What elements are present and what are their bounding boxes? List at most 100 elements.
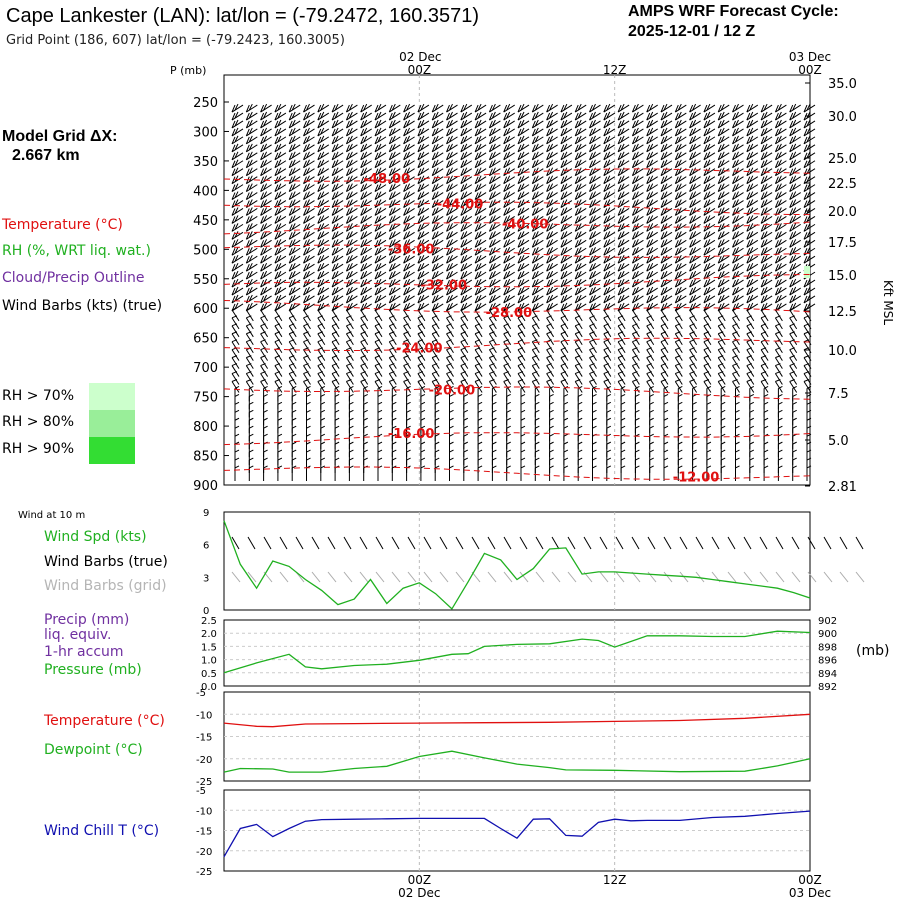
wind-barb bbox=[774, 223, 787, 232]
wind-barb bbox=[303, 103, 315, 113]
wind-barb bbox=[674, 247, 687, 256]
wind-barb bbox=[460, 254, 473, 264]
wind-barb bbox=[546, 247, 558, 256]
wind-barb bbox=[763, 425, 769, 442]
wind-barb bbox=[617, 262, 630, 272]
wind-barb bbox=[774, 347, 783, 361]
wind-barb bbox=[720, 409, 726, 426]
wind-barb bbox=[317, 247, 330, 256]
wind-barb bbox=[446, 191, 458, 200]
wind-barb bbox=[377, 457, 383, 474]
wind-barb bbox=[231, 270, 244, 280]
wind-barb bbox=[403, 111, 415, 121]
wind-barb bbox=[774, 127, 787, 137]
wind-barb bbox=[474, 135, 487, 145]
wind-barb bbox=[388, 347, 397, 361]
wind-barb bbox=[488, 270, 501, 280]
wind-barb bbox=[646, 270, 658, 280]
wind-barb bbox=[531, 127, 544, 137]
wind-barb bbox=[245, 183, 258, 193]
wind-barb bbox=[774, 119, 787, 129]
wind-barb bbox=[574, 270, 587, 280]
wind-barb bbox=[363, 401, 368, 418]
wind-barb bbox=[417, 294, 430, 304]
wind-barb bbox=[460, 270, 473, 280]
wind-barb bbox=[245, 191, 258, 200]
wind-barb bbox=[331, 215, 344, 224]
wind-barb bbox=[374, 135, 387, 145]
wind-barb bbox=[431, 254, 444, 264]
sfc-wind-barb-true bbox=[615, 536, 624, 550]
wind-barb bbox=[488, 315, 497, 330]
wind-barb bbox=[732, 323, 740, 338]
wind-barb bbox=[517, 371, 526, 385]
wind-barb bbox=[660, 262, 673, 272]
precip-tick-label: 2.0 bbox=[201, 629, 217, 640]
sfc-wind-barb-grid bbox=[247, 571, 257, 583]
wind-barb bbox=[446, 339, 454, 353]
wind-barb bbox=[746, 247, 759, 256]
top-time-label: 00Z bbox=[798, 63, 822, 77]
wind-barb bbox=[646, 215, 658, 224]
wind-barb bbox=[403, 215, 415, 224]
wind-barb bbox=[274, 262, 287, 272]
legend-wind-speed: Wind Spd (kts) bbox=[44, 529, 147, 545]
wind-barb bbox=[646, 191, 658, 200]
wind-barb bbox=[603, 143, 616, 153]
wind-barb bbox=[388, 294, 401, 304]
wind-barb bbox=[403, 103, 415, 113]
wind-barb bbox=[660, 323, 669, 338]
wind-barb bbox=[517, 294, 530, 304]
wind-barb bbox=[360, 167, 372, 177]
wind-barb bbox=[245, 135, 258, 145]
wind-barb bbox=[560, 355, 569, 369]
wind-barb bbox=[520, 433, 526, 450]
wind-barb bbox=[774, 215, 787, 224]
wind-barb bbox=[231, 371, 240, 385]
wind-barb bbox=[534, 457, 540, 474]
wind-barb bbox=[774, 199, 787, 208]
wind-barb bbox=[306, 393, 311, 410]
wind-barb bbox=[360, 159, 372, 169]
wind-barb bbox=[291, 465, 297, 481]
wind-barb bbox=[660, 119, 673, 129]
legend-temperature-sfc: Temperature (°C) bbox=[44, 713, 165, 729]
wind-barb bbox=[689, 231, 701, 240]
wind-barb bbox=[360, 286, 372, 296]
wind-barb bbox=[549, 401, 554, 418]
wind-barb bbox=[488, 323, 497, 338]
wind-barb bbox=[563, 401, 569, 418]
wind-barb bbox=[388, 270, 401, 280]
wind-barb bbox=[406, 457, 411, 474]
wind-barb bbox=[388, 355, 397, 369]
wind-barb bbox=[563, 449, 569, 466]
wind-barb bbox=[360, 111, 372, 121]
isotherm-label: -16.00 bbox=[388, 427, 435, 442]
wind-barb bbox=[660, 143, 673, 153]
wind-barb bbox=[288, 254, 301, 264]
wind-barb bbox=[777, 409, 783, 426]
wind-barb bbox=[348, 425, 354, 442]
wind-barb bbox=[546, 371, 555, 385]
wind-barb bbox=[474, 103, 487, 113]
wind-barb bbox=[245, 247, 258, 256]
wind-barb bbox=[477, 417, 483, 434]
wind-barb bbox=[577, 433, 583, 450]
wind-barb bbox=[749, 401, 755, 418]
wind-barb bbox=[503, 278, 515, 288]
sfc-wind-barb-grid bbox=[615, 571, 625, 583]
wind-barb bbox=[231, 119, 244, 129]
wind-barb bbox=[345, 262, 358, 272]
wind-barb bbox=[560, 151, 573, 161]
wind-barb bbox=[720, 449, 726, 466]
sfc-wind-barb-grid bbox=[519, 571, 529, 583]
wind-barb bbox=[449, 425, 454, 442]
wind-barb bbox=[789, 347, 798, 361]
wind-barb bbox=[531, 294, 544, 304]
wind-barb bbox=[434, 441, 440, 458]
wind-barb bbox=[417, 191, 430, 200]
wind-barb bbox=[463, 465, 469, 481]
wind-barb bbox=[420, 465, 426, 481]
